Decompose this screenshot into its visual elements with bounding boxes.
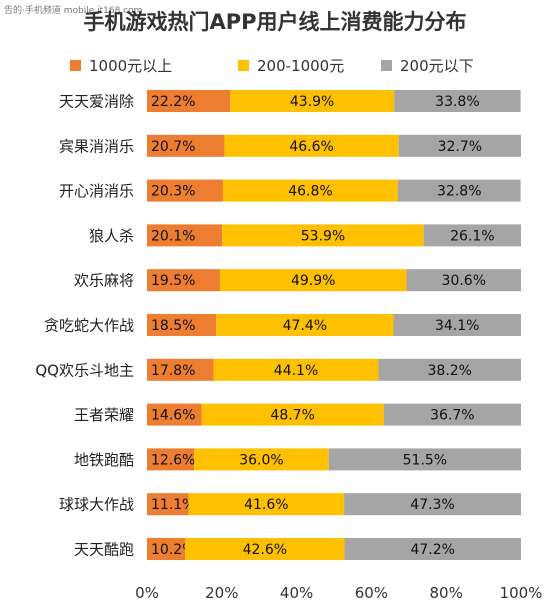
bar-r1-s2 bbox=[230, 90, 395, 112]
category-label-8: 王者荣耀 bbox=[74, 406, 134, 424]
legend-swatch-3 bbox=[381, 60, 392, 71]
value-label-r1-s2: 43.9% bbox=[290, 94, 334, 110]
legend-label-1: 1000元以上 bbox=[89, 57, 172, 75]
value-label-r5-s3: 30.6% bbox=[442, 273, 486, 289]
value-label-r5-s1: 19.5% bbox=[151, 273, 195, 289]
bar-r11-s1 bbox=[147, 538, 186, 560]
value-label-r2-s2: 46.6% bbox=[289, 139, 333, 155]
category-label-2: 宾果消消乐 bbox=[59, 137, 134, 155]
value-label-r8-s3: 36.7% bbox=[430, 408, 474, 424]
value-label-r6-s1: 18.5% bbox=[151, 318, 195, 334]
value-label-r8-s1: 14.6% bbox=[151, 408, 195, 424]
legend-label-2: 200-1000元 bbox=[257, 57, 344, 75]
legend-swatch-2 bbox=[238, 60, 249, 71]
category-label-5: 欢乐麻将 bbox=[74, 272, 134, 290]
value-label-r5-s2: 49.9% bbox=[291, 273, 335, 289]
bar-r7-s2 bbox=[213, 358, 379, 381]
bar-r9-s2 bbox=[194, 448, 329, 471]
value-label-r4-s2: 53.9% bbox=[301, 228, 345, 244]
x-tick-label-2: 20% bbox=[205, 584, 238, 602]
bar-r7-s3 bbox=[378, 358, 521, 381]
value-label-r6-s2: 47.4% bbox=[283, 318, 327, 334]
category-label-9: 地铁跑酷 bbox=[74, 451, 134, 469]
x-tick-label-4: 60% bbox=[355, 584, 388, 602]
bar-r11-s3 bbox=[344, 538, 521, 560]
value-label-r2-s3: 32.7% bbox=[438, 139, 482, 155]
value-label-r10-s2: 41.6% bbox=[244, 497, 288, 513]
value-label-r10-s1: 11.1% bbox=[151, 497, 195, 513]
value-label-r4-s1: 20.1% bbox=[151, 228, 195, 244]
bar-r6-s1 bbox=[147, 314, 217, 336]
x-tick-label-5: 80% bbox=[430, 584, 463, 602]
bar-r3-s1 bbox=[147, 179, 223, 202]
bar-r4-s1 bbox=[147, 224, 223, 247]
bar-r10-s2 bbox=[188, 493, 345, 516]
value-label-r9-s1: 12.6% bbox=[151, 452, 195, 468]
bar-r5-s1 bbox=[147, 269, 220, 292]
category-label-11: 天天酷跑 bbox=[74, 541, 134, 559]
value-label-r8-s2: 48.7% bbox=[270, 408, 314, 424]
bar-r6-s2 bbox=[216, 314, 394, 336]
value-label-r1-s1: 22.2% bbox=[151, 94, 195, 110]
bar-r1-s3 bbox=[394, 90, 521, 112]
x-tick-label-6: 100% bbox=[500, 584, 543, 602]
value-label-r7-s1: 17.8% bbox=[151, 363, 195, 379]
bar-r10-s1 bbox=[147, 493, 189, 516]
chart-title: 手机游戏热门APP用户线上消费能力分布 bbox=[83, 10, 467, 34]
watermark: 告的·手机频道 mobile.it168.com bbox=[4, 6, 143, 16]
bar-r7-s1 bbox=[147, 358, 214, 381]
bar-r8-s1 bbox=[147, 403, 202, 426]
bar-r1-s1 bbox=[147, 90, 231, 112]
bar-r2-s2 bbox=[224, 134, 399, 157]
category-label-3: 开心消消乐 bbox=[59, 182, 134, 200]
category-label-6: 贪吃蛇大作战 bbox=[44, 317, 134, 335]
value-label-r11-s2: 42.6% bbox=[243, 542, 287, 558]
value-label-r11-s3: 47.2% bbox=[410, 542, 454, 558]
bar-r5-s2 bbox=[219, 269, 407, 292]
bar-r4-s2 bbox=[222, 224, 424, 247]
bar-r8-s3 bbox=[383, 403, 521, 426]
bar-r9-s3 bbox=[328, 448, 521, 471]
category-label-10: 球球大作战 bbox=[59, 496, 134, 514]
category-label-7: QQ欢乐斗地主 bbox=[35, 361, 134, 379]
bar-r10-s3 bbox=[344, 493, 521, 516]
bar-r2-s3 bbox=[398, 134, 521, 157]
legend-swatch-1 bbox=[70, 60, 81, 71]
bar-r11-s2 bbox=[185, 538, 345, 560]
bar-r5-s3 bbox=[406, 269, 521, 292]
value-label-r7-s2: 44.1% bbox=[274, 363, 318, 379]
value-label-r3-s1: 20.3% bbox=[151, 184, 195, 200]
bar-r9-s1 bbox=[147, 448, 195, 471]
value-label-r7-s3: 38.2% bbox=[428, 363, 472, 379]
category-label-4: 狼人杀 bbox=[89, 227, 134, 245]
value-label-r9-s3: 51.5% bbox=[403, 452, 447, 468]
x-tick-label-1: 0% bbox=[135, 584, 159, 602]
category-label-1: 天天爱消除 bbox=[59, 93, 134, 111]
x-tick-label-3: 40% bbox=[280, 584, 313, 602]
value-label-r4-s3: 26.1% bbox=[450, 228, 494, 244]
bar-r8-s2 bbox=[201, 403, 384, 426]
value-label-r3-s3: 32.8% bbox=[437, 184, 481, 200]
value-label-r2-s1: 20.7% bbox=[151, 139, 195, 155]
bar-r3-s3 bbox=[397, 179, 521, 202]
value-label-r10-s3: 47.3% bbox=[410, 497, 454, 513]
value-label-r3-s2: 46.8% bbox=[288, 184, 332, 200]
legend-label-3: 200元以下 bbox=[400, 57, 474, 75]
value-label-r6-s3: 34.1% bbox=[435, 318, 479, 334]
bar-r3-s2 bbox=[222, 179, 398, 202]
bar-r4-s3 bbox=[423, 224, 521, 247]
bar-r2-s1 bbox=[147, 134, 225, 157]
value-label-r11-s1: 10.2% bbox=[151, 542, 195, 558]
value-label-r9-s2: 36.0% bbox=[239, 452, 283, 468]
value-label-r1-s3: 33.8% bbox=[435, 94, 479, 110]
bar-r6-s3 bbox=[393, 314, 521, 336]
